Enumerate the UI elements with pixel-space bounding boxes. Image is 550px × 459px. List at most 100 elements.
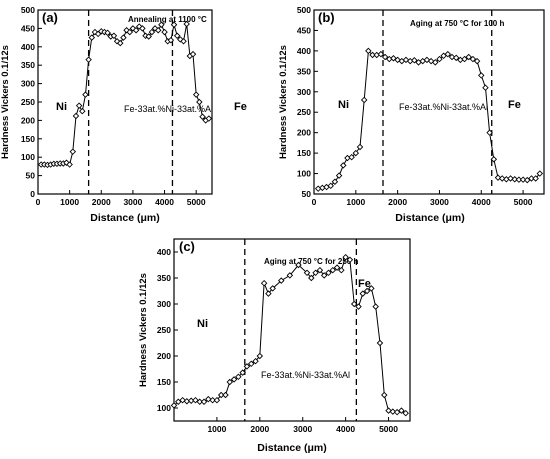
- y-tick-label: 500: [21, 5, 35, 15]
- data-point: [180, 38, 187, 45]
- data-point: [205, 115, 213, 122]
- data-point: [385, 407, 392, 414]
- y-axis-label: Hardness Vickers 0.1/12s: [278, 45, 289, 159]
- data-point: [482, 84, 489, 91]
- y-tick-label: 450: [297, 25, 311, 35]
- y-tick-label: 200: [157, 351, 171, 361]
- y-tick-label: 500: [297, 5, 311, 15]
- x-tick-label: 5000: [187, 197, 206, 207]
- condition-annotation: Annealing at 1100 °C: [128, 15, 207, 24]
- region-label-ni: Ni: [338, 99, 349, 111]
- data-point: [247, 360, 255, 368]
- data-point: [398, 407, 405, 414]
- data-point: [331, 178, 339, 185]
- x-tick-label: 3000: [430, 197, 449, 207]
- y-tick-label: 200: [21, 115, 35, 125]
- data-point: [532, 175, 539, 182]
- plot-frame: [313, 9, 545, 195]
- chart-panel-b: 0 1000 2000 3000 4000 5000 50 100 150 200 250 300 35…: [278, 5, 545, 224]
- data-point: [88, 34, 96, 41]
- data-point: [145, 33, 152, 40]
- data-point: [239, 369, 246, 376]
- y-tick-label: 250: [157, 325, 171, 335]
- data-point: [393, 408, 401, 416]
- data-point: [126, 28, 133, 36]
- y-tick-label: 100: [21, 152, 35, 162]
- data-point: [369, 51, 376, 59]
- data-point: [368, 285, 375, 292]
- y-axis-label: Hardness Vickers 0.1/12s: [138, 273, 149, 387]
- data-point: [209, 396, 216, 404]
- region-label-fe: Fe: [508, 99, 521, 111]
- y-tick-label: 400: [21, 42, 35, 52]
- data-point: [196, 398, 203, 405]
- x-tick-label: 1000: [346, 197, 365, 207]
- panel-label: (c): [179, 239, 195, 254]
- data-point: [205, 395, 212, 403]
- data-point: [213, 396, 221, 404]
- data-point: [256, 352, 264, 360]
- region-label-ni: Ni: [56, 101, 67, 113]
- data-point: [461, 55, 468, 63]
- panel-label: (a): [42, 10, 58, 25]
- data-point: [465, 53, 472, 61]
- x-tick-label: 2000: [388, 197, 407, 207]
- x-tick-label: 4000: [336, 424, 355, 434]
- data-point: [175, 398, 182, 405]
- data-point: [167, 36, 175, 44]
- series-line: [318, 49, 541, 190]
- x-tick-label: 1000: [207, 424, 226, 434]
- condition-annotation: Aging at 750 °C for 100 h: [410, 19, 504, 28]
- data-point: [139, 25, 146, 32]
- x-tick-label: 0: [312, 197, 317, 207]
- data-point: [320, 272, 328, 279]
- data-point: [389, 408, 397, 415]
- x-tick-label: 3000: [123, 197, 142, 207]
- x-tick-label: 1000: [60, 197, 79, 207]
- data-point: [394, 56, 401, 64]
- data-point: [338, 266, 345, 274]
- data-point: [235, 373, 242, 381]
- y-tick-label: 150: [297, 148, 311, 158]
- data-point: [135, 23, 143, 30]
- data-point: [372, 303, 379, 310]
- data-point: [348, 153, 355, 161]
- data-point: [536, 170, 544, 177]
- data-point: [199, 113, 206, 120]
- data-point: [490, 156, 498, 163]
- y-tick-label: 450: [21, 23, 35, 33]
- y-tick-label: 300: [297, 87, 311, 97]
- data-point: [352, 149, 360, 157]
- condition-annotation: Aging at 750 °C for 250 h: [264, 257, 358, 266]
- data-point: [444, 50, 452, 58]
- x-axis-label: Distance (μm): [257, 442, 326, 454]
- data-point: [192, 91, 200, 98]
- y-tick-label: 100: [297, 169, 311, 179]
- data-point: [515, 176, 523, 183]
- data-point: [252, 357, 259, 365]
- y-tick-label: 350: [21, 60, 35, 70]
- region-label-alloy: Fe-33at.%Ni-33at.%Al: [261, 370, 350, 380]
- data-point: [519, 176, 527, 183]
- data-point: [269, 285, 276, 292]
- chart-panel-a: 0 1000 2000 3000 4000 5000 0 50 100 150 200 250 300 3…: [0, 5, 247, 224]
- data-point: [148, 28, 156, 36]
- data-point: [498, 175, 506, 182]
- region-label-alloy: Fe-33at.%Ni-33at.%Al: [124, 104, 213, 114]
- data-point: [335, 172, 343, 179]
- data-point: [316, 266, 324, 274]
- y-tick-label: 200: [297, 128, 311, 138]
- data-point: [381, 53, 389, 61]
- y-tick-label: 300: [21, 79, 35, 89]
- x-tick-label: 2000: [92, 197, 111, 207]
- data-point: [66, 161, 73, 168]
- chart-panel-c: 1000 2000 3000 4000 5000 100 150 200 250 300 350 40…: [138, 238, 411, 454]
- region-label-fe: Fe: [234, 101, 247, 113]
- data-point: [129, 25, 137, 32]
- data-point: [85, 56, 92, 63]
- data-point: [494, 174, 502, 181]
- data-point: [72, 112, 80, 120]
- data-point: [196, 98, 203, 106]
- data-point: [154, 27, 162, 34]
